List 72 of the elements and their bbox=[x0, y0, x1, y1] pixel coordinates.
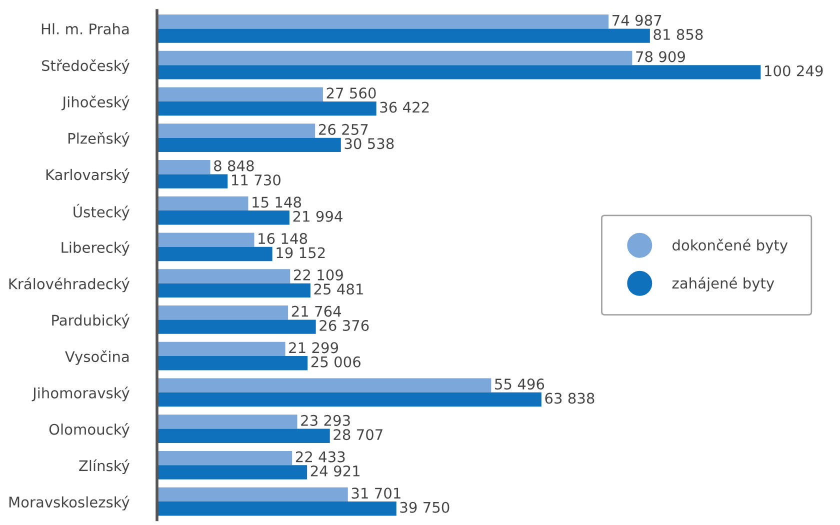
data-label: 22 109 bbox=[294, 269, 343, 280]
bar bbox=[157, 50, 632, 66]
data-label: 63 838 bbox=[545, 392, 594, 404]
bar bbox=[157, 356, 308, 370]
data-label: 74 987 bbox=[612, 14, 662, 26]
bar bbox=[157, 306, 288, 320]
data-label: 19 152 bbox=[276, 247, 325, 258]
bar bbox=[157, 269, 290, 284]
bar bbox=[157, 392, 542, 407]
data-label: 81 858 bbox=[654, 28, 703, 40]
y-tick-label: Moravskoslezský bbox=[9, 496, 130, 510]
bar bbox=[157, 174, 228, 188]
data-label: 31 701 bbox=[352, 488, 400, 499]
data-label: 55 496 bbox=[495, 378, 544, 390]
data-label: 21 299 bbox=[289, 342, 338, 354]
legend-label: dokončené byty bbox=[672, 238, 788, 254]
bar bbox=[157, 428, 330, 443]
y-tick-label: Středočeský bbox=[42, 59, 130, 74]
y-tick-label: Hl. m. Praha bbox=[42, 23, 129, 34]
legend-label: zahájené byty bbox=[672, 276, 774, 292]
data-label: 11 730 bbox=[232, 174, 280, 186]
y-tick-label: Jihočeský bbox=[62, 96, 130, 110]
bar bbox=[157, 196, 248, 211]
y-tick-label: Ústecký bbox=[74, 204, 130, 220]
bar bbox=[157, 210, 290, 225]
y-tick-label: Královéhradecký bbox=[9, 277, 130, 292]
data-label: 22 433 bbox=[296, 451, 345, 462]
data-label: 39 750 bbox=[400, 502, 450, 513]
y-tick-label: Plzeňský bbox=[68, 132, 130, 147]
y-tick-label: Pardubický bbox=[52, 314, 130, 329]
data-label: 26 376 bbox=[320, 320, 369, 332]
bar bbox=[157, 378, 492, 392]
data-label: 30 538 bbox=[344, 138, 394, 150]
bar bbox=[157, 414, 298, 429]
data-label: 78 909 bbox=[636, 51, 685, 62]
y-tick-label: Jihomoravský bbox=[32, 386, 130, 402]
y-tick-label: Zlínský bbox=[79, 459, 130, 474]
data-label: 27 560 bbox=[326, 88, 376, 99]
data-label: 21 764 bbox=[292, 306, 342, 317]
data-label: 24 921 bbox=[310, 465, 360, 477]
data-label: 28 707 bbox=[334, 429, 382, 440]
data-label: 8 848 bbox=[214, 160, 254, 172]
data-label: 26 257 bbox=[318, 124, 368, 135]
data-label: 23 293 bbox=[301, 414, 350, 426]
bar bbox=[157, 320, 316, 334]
y-tick-label: Vysočina bbox=[65, 350, 129, 365]
data-label: 21 994 bbox=[293, 210, 342, 222]
bar bbox=[157, 465, 308, 480]
bar bbox=[157, 246, 272, 262]
bar bbox=[157, 502, 396, 516]
y-tick-label: Karlovarský bbox=[46, 168, 130, 184]
bar bbox=[157, 342, 286, 356]
bar bbox=[157, 160, 210, 174]
data-label: 25 481 bbox=[314, 284, 363, 295]
data-label: 15 148 bbox=[252, 196, 302, 208]
data-label: 36 422 bbox=[380, 102, 429, 113]
data-label: 16 148 bbox=[258, 233, 308, 244]
y-tick-label: Olomoucký bbox=[49, 422, 130, 438]
bar bbox=[157, 87, 323, 102]
y-tick-label: Liberecký bbox=[62, 241, 130, 256]
bar bbox=[157, 65, 761, 80]
bar bbox=[157, 487, 348, 502]
bar bbox=[157, 451, 292, 466]
bar bbox=[157, 232, 254, 247]
bar bbox=[157, 138, 341, 152]
data-label: 100 249 bbox=[765, 65, 823, 76]
bar bbox=[157, 14, 609, 29]
bar bbox=[157, 283, 310, 298]
bar bbox=[157, 101, 376, 116]
data-label: 25 006 bbox=[311, 356, 360, 368]
bar bbox=[157, 28, 650, 43]
bar bbox=[157, 124, 316, 138]
